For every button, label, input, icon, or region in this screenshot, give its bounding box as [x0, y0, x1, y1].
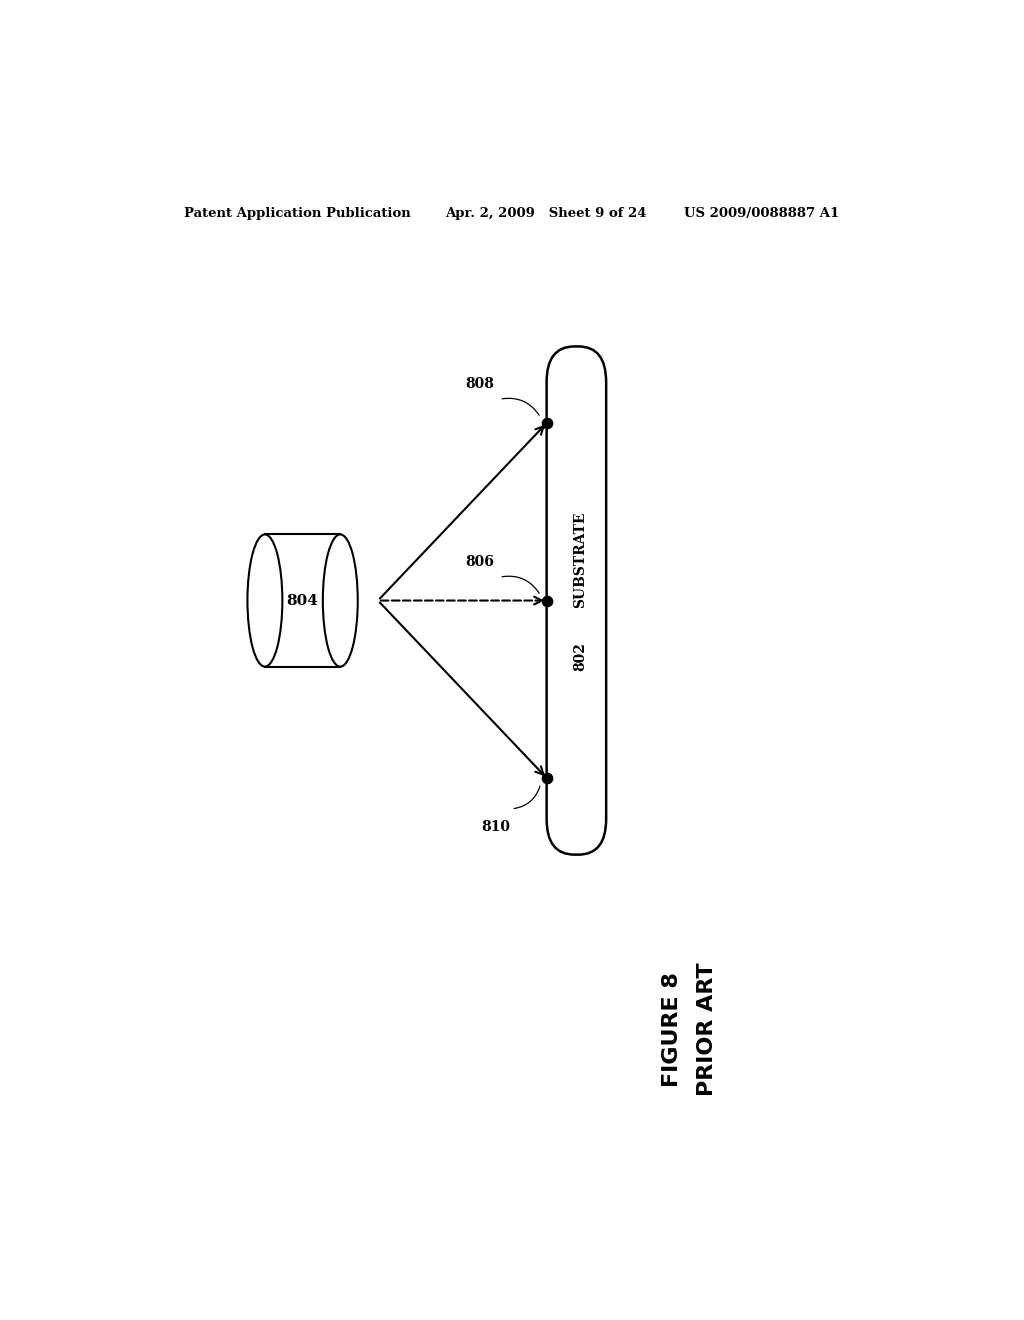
- Point: [539, 412, 555, 433]
- FancyBboxPatch shape: [265, 535, 340, 667]
- Point: [539, 590, 555, 611]
- Text: FIGURE 8: FIGURE 8: [662, 972, 682, 1086]
- Text: Patent Application Publication: Patent Application Publication: [183, 207, 411, 220]
- Text: US 2009/0088887 A1: US 2009/0088887 A1: [684, 207, 839, 220]
- FancyBboxPatch shape: [547, 346, 606, 854]
- Text: 806: 806: [465, 554, 494, 569]
- Text: PRIOR ART: PRIOR ART: [697, 962, 718, 1097]
- Ellipse shape: [323, 535, 357, 667]
- Text: Apr. 2, 2009   Sheet 9 of 24: Apr. 2, 2009 Sheet 9 of 24: [445, 207, 647, 220]
- Text: 808: 808: [465, 378, 494, 391]
- Text: 810: 810: [481, 820, 510, 834]
- Text: 804: 804: [287, 594, 318, 607]
- Ellipse shape: [248, 535, 283, 667]
- Text: SUBSTRATE: SUBSTRATE: [573, 512, 588, 609]
- Point: [539, 768, 555, 789]
- Text: 802: 802: [573, 642, 588, 671]
